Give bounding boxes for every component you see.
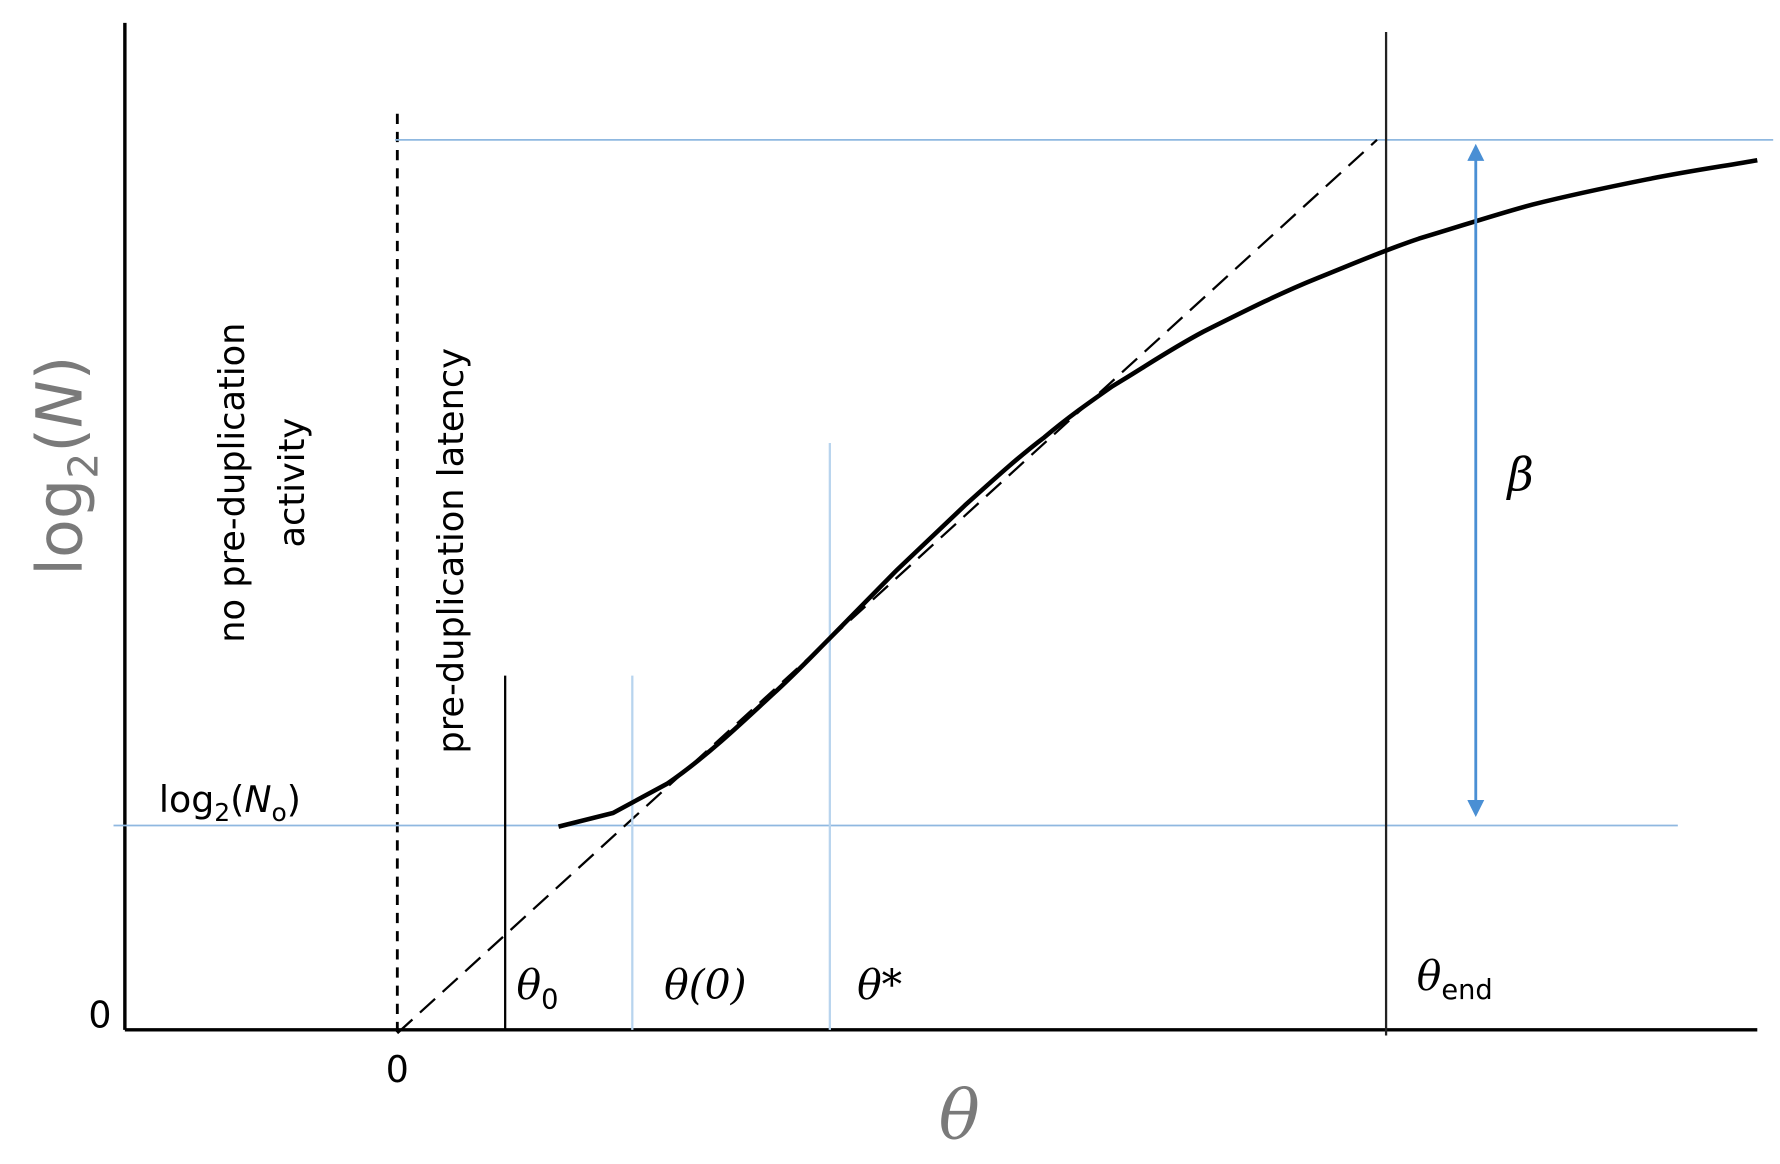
region-left-line2: activity: [272, 418, 313, 548]
theta0-label: θ0: [517, 961, 559, 1015]
region-left-line1: no pre-duplication: [212, 323, 253, 643]
theta-zero-label: θ(0): [664, 961, 747, 1009]
x-origin-label: 0: [386, 1048, 409, 1091]
y-axis-label: log2(N): [23, 356, 108, 576]
tangent-line: [396, 138, 1378, 1035]
theta-star-label: θ*: [857, 961, 902, 1009]
y-origin-label: 0: [88, 994, 111, 1037]
growth-curve: [557, 158, 1758, 829]
region-right: pre-duplication latency: [431, 348, 472, 754]
level-label: log2(No): [159, 778, 301, 827]
x-axis-label: θ: [939, 1077, 980, 1156]
beta-label: β: [1506, 449, 1534, 502]
theta-end-label: θend: [1417, 952, 1493, 1006]
